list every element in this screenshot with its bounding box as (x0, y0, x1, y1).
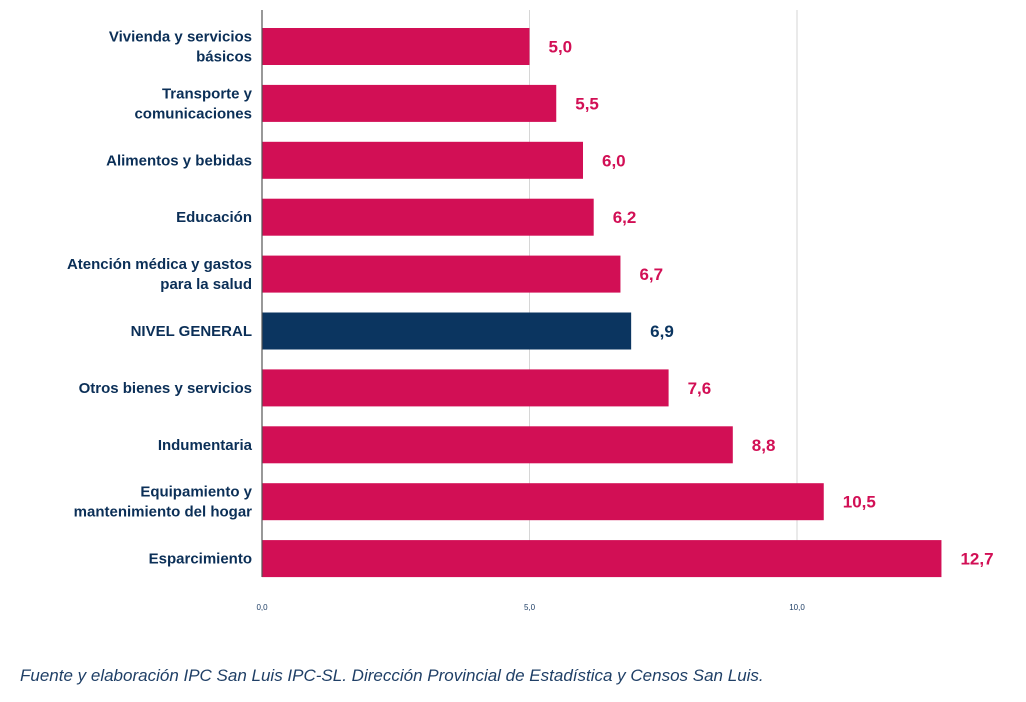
value-label: 6,0 (602, 151, 626, 170)
bars (262, 28, 942, 578)
value-label: 7,6 (688, 379, 712, 398)
value-label: 5,0 (549, 38, 573, 57)
source-note: Fuente y elaboración IPC San Luis IPC-SL… (20, 666, 764, 685)
bar (262, 84, 557, 122)
bar (262, 28, 530, 65)
x-axis-ticks: 0,0 5,0 10,0 (256, 603, 805, 612)
bar (262, 369, 669, 407)
category-label: NIVEL GENERAL (131, 323, 252, 340)
x-tick-label: 0,0 (256, 603, 268, 612)
value-label: 6,2 (613, 208, 637, 227)
category-label: Equipamiento y mantenimiento del hogar (74, 484, 253, 521)
value-label: 12,7 (960, 550, 993, 569)
bar (262, 141, 583, 179)
x-tick-label: 10,0 (789, 603, 805, 612)
bar (262, 255, 621, 293)
category-label: Transporte y comunicaciones (134, 85, 252, 122)
x-tick-label: 5,0 (524, 603, 536, 612)
category-label: Indumentaria (158, 437, 253, 454)
value-label: 6,7 (639, 265, 663, 284)
bar (262, 540, 942, 578)
category-label: Esparcimiento (149, 551, 252, 568)
category-label: Vivienda y servicios básicos (109, 29, 252, 66)
category-label: Educación (176, 209, 252, 226)
bar (262, 426, 733, 464)
bar (262, 312, 632, 350)
value-label: 10,5 (843, 493, 876, 512)
bar (262, 483, 824, 521)
value-labels: 5,0 5,5 6,0 6,2 6,7 6,9 7,6 8,8 10,5 12,7 (549, 38, 994, 569)
bar (262, 198, 594, 236)
category-label: Otros bienes y servicios (79, 380, 252, 397)
value-label: 8,8 (752, 436, 776, 455)
value-label: 5,5 (575, 94, 599, 113)
category-label: Atención médica y gastos para la salud (67, 256, 252, 293)
category-label: Alimentos y bebidas (106, 152, 252, 169)
value-label: 6,9 (650, 322, 674, 341)
